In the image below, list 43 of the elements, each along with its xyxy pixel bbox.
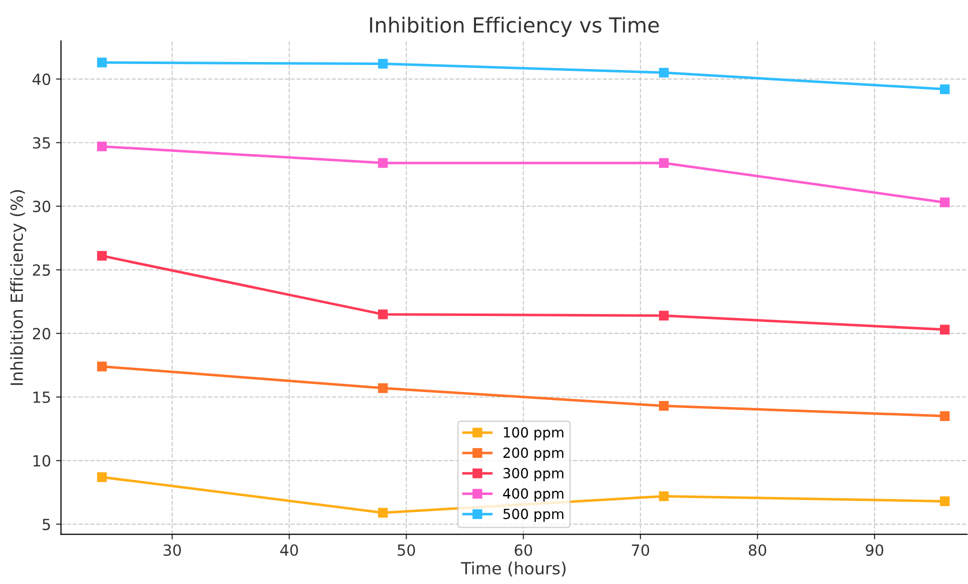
point (658, 310, 669, 320)
point (97, 362, 107, 372)
legend-label: 100 ppm (504, 427, 564, 440)
point (97, 142, 107, 152)
point (378, 508, 388, 518)
x-axis-title: Time (hours) (460, 562, 566, 577)
point (940, 411, 950, 421)
point (97, 250, 107, 261)
point (658, 491, 669, 502)
y-tick-label: 35 (32, 137, 50, 149)
point (658, 158, 669, 168)
y-tick-label: 25 (32, 264, 50, 276)
legend-label: 500 ppm (503, 508, 564, 522)
point (378, 309, 388, 320)
y-tick-label: 15 (34, 392, 50, 404)
y-tick-label: 40 (32, 74, 50, 86)
x-tick-label: 90 (866, 544, 884, 556)
point (658, 68, 669, 78)
x-tick-label: 40 (280, 544, 298, 556)
x-tick-label: 60 (514, 544, 532, 556)
legend-label: 200 ppm (503, 448, 564, 461)
point (940, 198, 950, 208)
x-tick-label: 80 (748, 544, 766, 556)
point (940, 496, 950, 506)
point (940, 324, 950, 334)
x-tick-label: 50 (398, 544, 416, 556)
point (378, 58, 388, 69)
point (378, 383, 388, 393)
y-tick-label: 20 (32, 328, 50, 340)
chart-title: Inhibition Efficiency vs Time (370, 16, 659, 37)
point (658, 401, 669, 411)
point (378, 158, 388, 168)
y-tick-label: 30 (32, 200, 50, 212)
y-tick-label: 10 (34, 455, 50, 467)
legend-label: 400 ppm (503, 488, 564, 502)
point (940, 84, 950, 94)
y-tick-label: 5 (42, 518, 50, 530)
x-tick-label: 30 (164, 544, 181, 556)
x-tick-label: 70 (632, 544, 650, 556)
point (97, 472, 107, 482)
point (97, 58, 107, 68)
y-axis-title: Inhibition Efficiency (%) (10, 190, 26, 385)
legend-label: 300 ppm (503, 468, 564, 482)
